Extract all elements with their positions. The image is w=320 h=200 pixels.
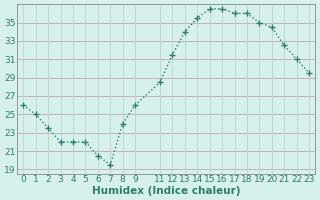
X-axis label: Humidex (Indice chaleur): Humidex (Indice chaleur) [92, 186, 240, 196]
